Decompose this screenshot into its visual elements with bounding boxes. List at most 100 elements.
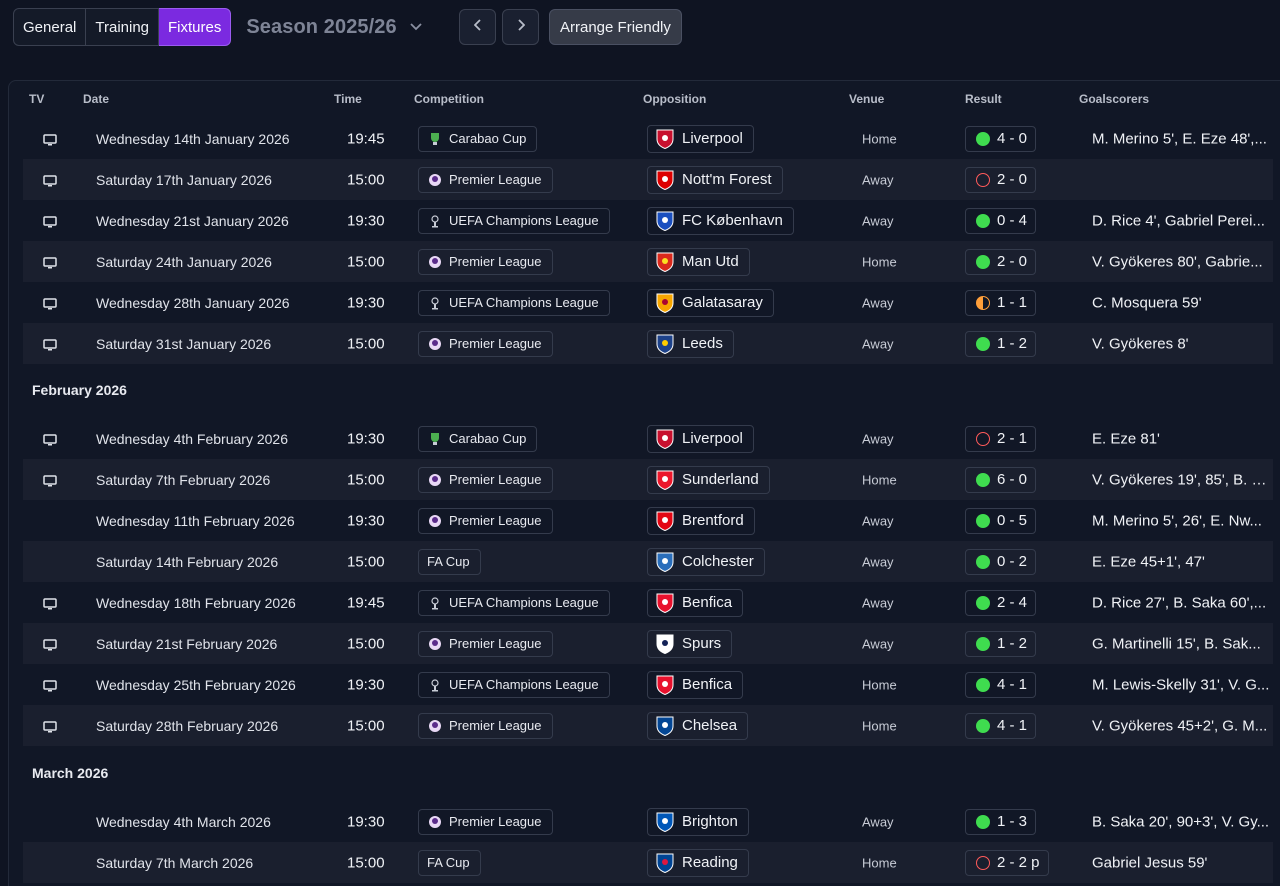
- competition-icon: [427, 336, 442, 351]
- competition-chip[interactable]: Premier League: [418, 630, 553, 657]
- opposition-chip[interactable]: Galatasaray: [647, 288, 774, 317]
- tab-fixtures[interactable]: Fixtures: [159, 8, 232, 46]
- result-chip[interactable]: 1 - 3: [965, 808, 1037, 835]
- result-chip[interactable]: 4 - 0: [965, 125, 1037, 152]
- opposition-chip[interactable]: Liverpool: [647, 424, 754, 453]
- opposition-chip[interactable]: Reading: [647, 848, 749, 877]
- result-indicator-icon: [976, 554, 990, 569]
- opposition-chip[interactable]: FC København: [647, 206, 794, 235]
- season-selector[interactable]: Season 2025/26: [246, 16, 422, 39]
- table-row[interactable]: Saturday 21st February 2026 15:00 Premie…: [23, 623, 1273, 664]
- competition-chip[interactable]: UEFA Champions League: [418, 289, 610, 316]
- table-row[interactable]: Saturday 28th February 2026 15:00 Premie…: [23, 705, 1273, 746]
- result-chip[interactable]: 1 - 2: [965, 630, 1037, 657]
- table-row[interactable]: Saturday 14th February 2026 15:00 FA Cup…: [23, 541, 1273, 582]
- previous-season-button[interactable]: [459, 9, 496, 45]
- opposition-name: Liverpool: [682, 430, 743, 447]
- header-tv[interactable]: TV: [29, 92, 45, 106]
- result-chip[interactable]: 2 - 0: [965, 166, 1037, 193]
- table-row[interactable]: Saturday 31st January 2026 15:00 Premier…: [23, 323, 1273, 364]
- competition-chip[interactable]: Premier League: [418, 330, 553, 357]
- result-chip[interactable]: 2 - 1: [965, 425, 1037, 452]
- opposition-chip[interactable]: Liverpool: [647, 124, 754, 153]
- table-row[interactable]: Saturday 7th March 2026 15:00 FA Cup Rea…: [23, 842, 1273, 883]
- result-chip[interactable]: 1 - 2: [965, 330, 1037, 357]
- table-row[interactable]: Wednesday 28th January 2026 19:30 UEFA C…: [23, 282, 1273, 323]
- competition-chip[interactable]: Premier League: [418, 507, 553, 534]
- goalscorers: C. Mosquera 59': [1092, 294, 1202, 311]
- table-row[interactable]: Saturday 24th January 2026 15:00 Premier…: [23, 241, 1273, 282]
- result-chip[interactable]: 6 - 0: [965, 466, 1037, 493]
- opposition-chip[interactable]: Benfica: [647, 588, 744, 617]
- competition-chip[interactable]: Carabao Cup: [418, 125, 538, 152]
- opposition-chip[interactable]: Brighton: [647, 807, 749, 836]
- competition-icon: [427, 718, 442, 733]
- opposition-chip[interactable]: Sunderland: [647, 465, 770, 494]
- opposition-chip[interactable]: Nott'm Forest: [647, 165, 783, 194]
- result-indicator-icon: [976, 472, 990, 487]
- fixture-time: 19:30: [347, 676, 385, 693]
- result-chip[interactable]: 4 - 1: [965, 671, 1037, 698]
- tab-general[interactable]: General: [13, 8, 87, 46]
- result-chip[interactable]: 2 - 2 p: [965, 849, 1049, 876]
- fixture-venue: Away: [862, 172, 894, 187]
- table-row[interactable]: Wednesday 14th January 2026 19:45 Caraba…: [23, 118, 1273, 159]
- competition-chip[interactable]: Premier League: [418, 248, 553, 275]
- table-row[interactable]: Wednesday 4th February 2026 19:30 Caraba…: [23, 418, 1273, 459]
- tab-training[interactable]: Training: [86, 8, 160, 46]
- opposition-name: Spurs: [682, 635, 722, 652]
- fixture-venue: Away: [862, 636, 894, 651]
- competition-chip[interactable]: FA Cup: [418, 548, 481, 575]
- result-chip[interactable]: 0 - 5: [965, 507, 1037, 534]
- table-row[interactable]: Wednesday 21st January 2026 19:30 UEFA C…: [23, 200, 1273, 241]
- header-venue[interactable]: Venue: [849, 92, 885, 106]
- competition-chip[interactable]: Premier League: [418, 466, 553, 493]
- competition-name: FA Cup: [427, 554, 470, 569]
- month-heading: February 2026: [32, 382, 127, 398]
- result-score: 2 - 2 p: [997, 854, 1040, 871]
- opposition-chip[interactable]: Spurs: [647, 629, 733, 658]
- fixture-time: 19:30: [347, 813, 385, 830]
- competition-chip[interactable]: Carabao Cup: [418, 425, 538, 452]
- result-chip[interactable]: 2 - 4: [965, 589, 1037, 616]
- competition-chip[interactable]: UEFA Champions League: [418, 589, 610, 616]
- result-chip[interactable]: 2 - 0: [965, 248, 1037, 275]
- opposition-chip[interactable]: Man Utd: [647, 247, 750, 276]
- header-opposition[interactable]: Opposition: [643, 92, 707, 106]
- competition-chip[interactable]: UEFA Champions League: [418, 207, 610, 234]
- header-result[interactable]: Result: [965, 92, 1002, 106]
- header-time[interactable]: Time: [334, 92, 362, 106]
- result-indicator-icon: [976, 336, 990, 351]
- table-row[interactable]: Wednesday 11th February 2026 19:30 Premi…: [23, 500, 1273, 541]
- opposition-chip[interactable]: Chelsea: [647, 711, 749, 740]
- fixture-date: Saturday 24th January 2026: [96, 253, 272, 270]
- result-chip[interactable]: 1 - 1: [965, 289, 1037, 316]
- opposition-chip[interactable]: Benfica: [647, 670, 744, 699]
- header-date[interactable]: Date: [83, 92, 110, 106]
- table-row[interactable]: Wednesday 18th February 2026 19:45 UEFA …: [23, 582, 1273, 623]
- table-row[interactable]: Wednesday 25th February 2026 19:30 UEFA …: [23, 664, 1273, 705]
- arrange-friendly-button[interactable]: Arrange Friendly: [549, 9, 682, 45]
- result-chip[interactable]: 0 - 4: [965, 207, 1037, 234]
- result-chip[interactable]: 0 - 2: [965, 548, 1037, 575]
- table-row[interactable]: Wednesday 4th March 2026 19:30 Premier L…: [23, 801, 1273, 842]
- competition-chip[interactable]: Premier League: [418, 808, 553, 835]
- competition-chip[interactable]: FA Cup: [418, 849, 481, 876]
- club-badge-icon: [655, 129, 675, 149]
- next-season-button[interactable]: [502, 9, 539, 45]
- result-score: 0 - 2: [997, 553, 1028, 570]
- competition-chip[interactable]: Premier League: [418, 712, 553, 739]
- goalscorers: V. Gyökeres 19', 85', B. S...: [1092, 471, 1270, 488]
- table-row[interactable]: Saturday 7th February 2026 15:00 Premier…: [23, 459, 1273, 500]
- goalscorers: V. Gyökeres 45+2', G. M...: [1092, 717, 1268, 734]
- header-competition[interactable]: Competition: [414, 92, 484, 106]
- table-row[interactable]: Saturday 17th January 2026 15:00 Premier…: [23, 159, 1273, 200]
- competition-chip[interactable]: UEFA Champions League: [418, 671, 610, 698]
- result-chip[interactable]: 4 - 1: [965, 712, 1037, 739]
- competition-chip[interactable]: Premier League: [418, 166, 553, 193]
- goalscorers: V. Gyökeres 80', Gabrie...: [1092, 253, 1263, 270]
- opposition-chip[interactable]: Brentford: [647, 506, 755, 535]
- header-goalscorers[interactable]: Goalscorers: [1079, 92, 1150, 106]
- opposition-chip[interactable]: Colchester: [647, 547, 765, 576]
- opposition-chip[interactable]: Leeds: [647, 329, 734, 358]
